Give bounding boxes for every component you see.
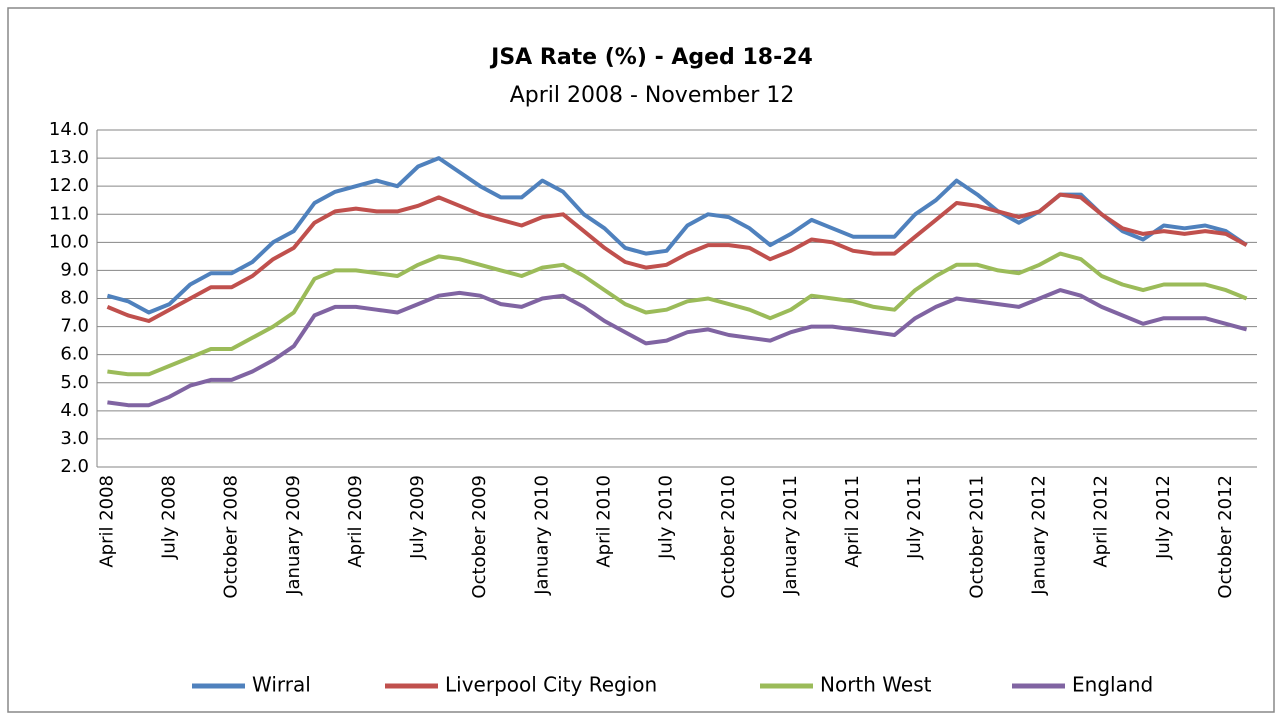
x-tick-label: July 2009	[407, 475, 428, 560]
y-tick-label: 8.0	[60, 288, 89, 309]
x-tick-label: October 2012	[1215, 475, 1236, 599]
y-tick-label: 12.0	[49, 175, 89, 196]
x-tick-label: January 2010	[531, 475, 552, 596]
x-tick-label: April 2008	[96, 475, 117, 568]
y-tick-label: 7.0	[60, 316, 89, 337]
x-tick-label: July 2012	[1153, 475, 1174, 560]
y-tick-label: 6.0	[60, 344, 89, 365]
x-tick-label: October 2010	[718, 475, 739, 599]
y-tick-label: 5.0	[60, 372, 89, 393]
x-tick-label: July 2011	[904, 475, 925, 560]
x-tick-label: April 2009	[345, 475, 366, 568]
series-line	[107, 288, 1248, 408]
legend-label: North West	[820, 673, 932, 697]
y-tick-label: 2.0	[60, 456, 89, 477]
chart-frame	[7, 7, 1275, 713]
y-tick-label: 9.0	[60, 259, 89, 280]
y-tick-label: 14.0	[49, 119, 89, 140]
x-tick-label: April 2010	[594, 475, 615, 568]
series-line	[106, 192, 1248, 323]
x-tick-label: April 2011	[842, 475, 863, 568]
series-line	[107, 251, 1248, 377]
y-tick-label: 4.0	[60, 400, 89, 421]
x-tick-label: July 2010	[656, 475, 677, 560]
y-tick-label: 11.0	[49, 203, 89, 224]
x-tick-label: October 2009	[469, 475, 490, 599]
x-tick-label: January 2009	[283, 475, 304, 596]
y-tick-label: 3.0	[60, 428, 89, 449]
x-tick-label: April 2012	[1091, 475, 1112, 568]
x-tick-label: October 2011	[966, 475, 987, 599]
legend-label: Liverpool City Region	[445, 673, 657, 697]
y-tick-label: 10.0	[49, 231, 89, 252]
x-tick-label: July 2008	[159, 475, 180, 560]
legend-label: England	[1072, 673, 1153, 697]
x-tick-label: January 2012	[1029, 475, 1050, 596]
y-tick-label: 13.0	[49, 147, 89, 168]
x-tick-label: January 2011	[780, 475, 801, 596]
chart-subtitle: April 2008 - November 12	[510, 83, 795, 108]
x-tick-label: October 2008	[221, 475, 242, 599]
chart-title: JSA Rate (%) - Aged 18-24	[489, 45, 813, 70]
legend-label: Wirral	[252, 673, 311, 697]
